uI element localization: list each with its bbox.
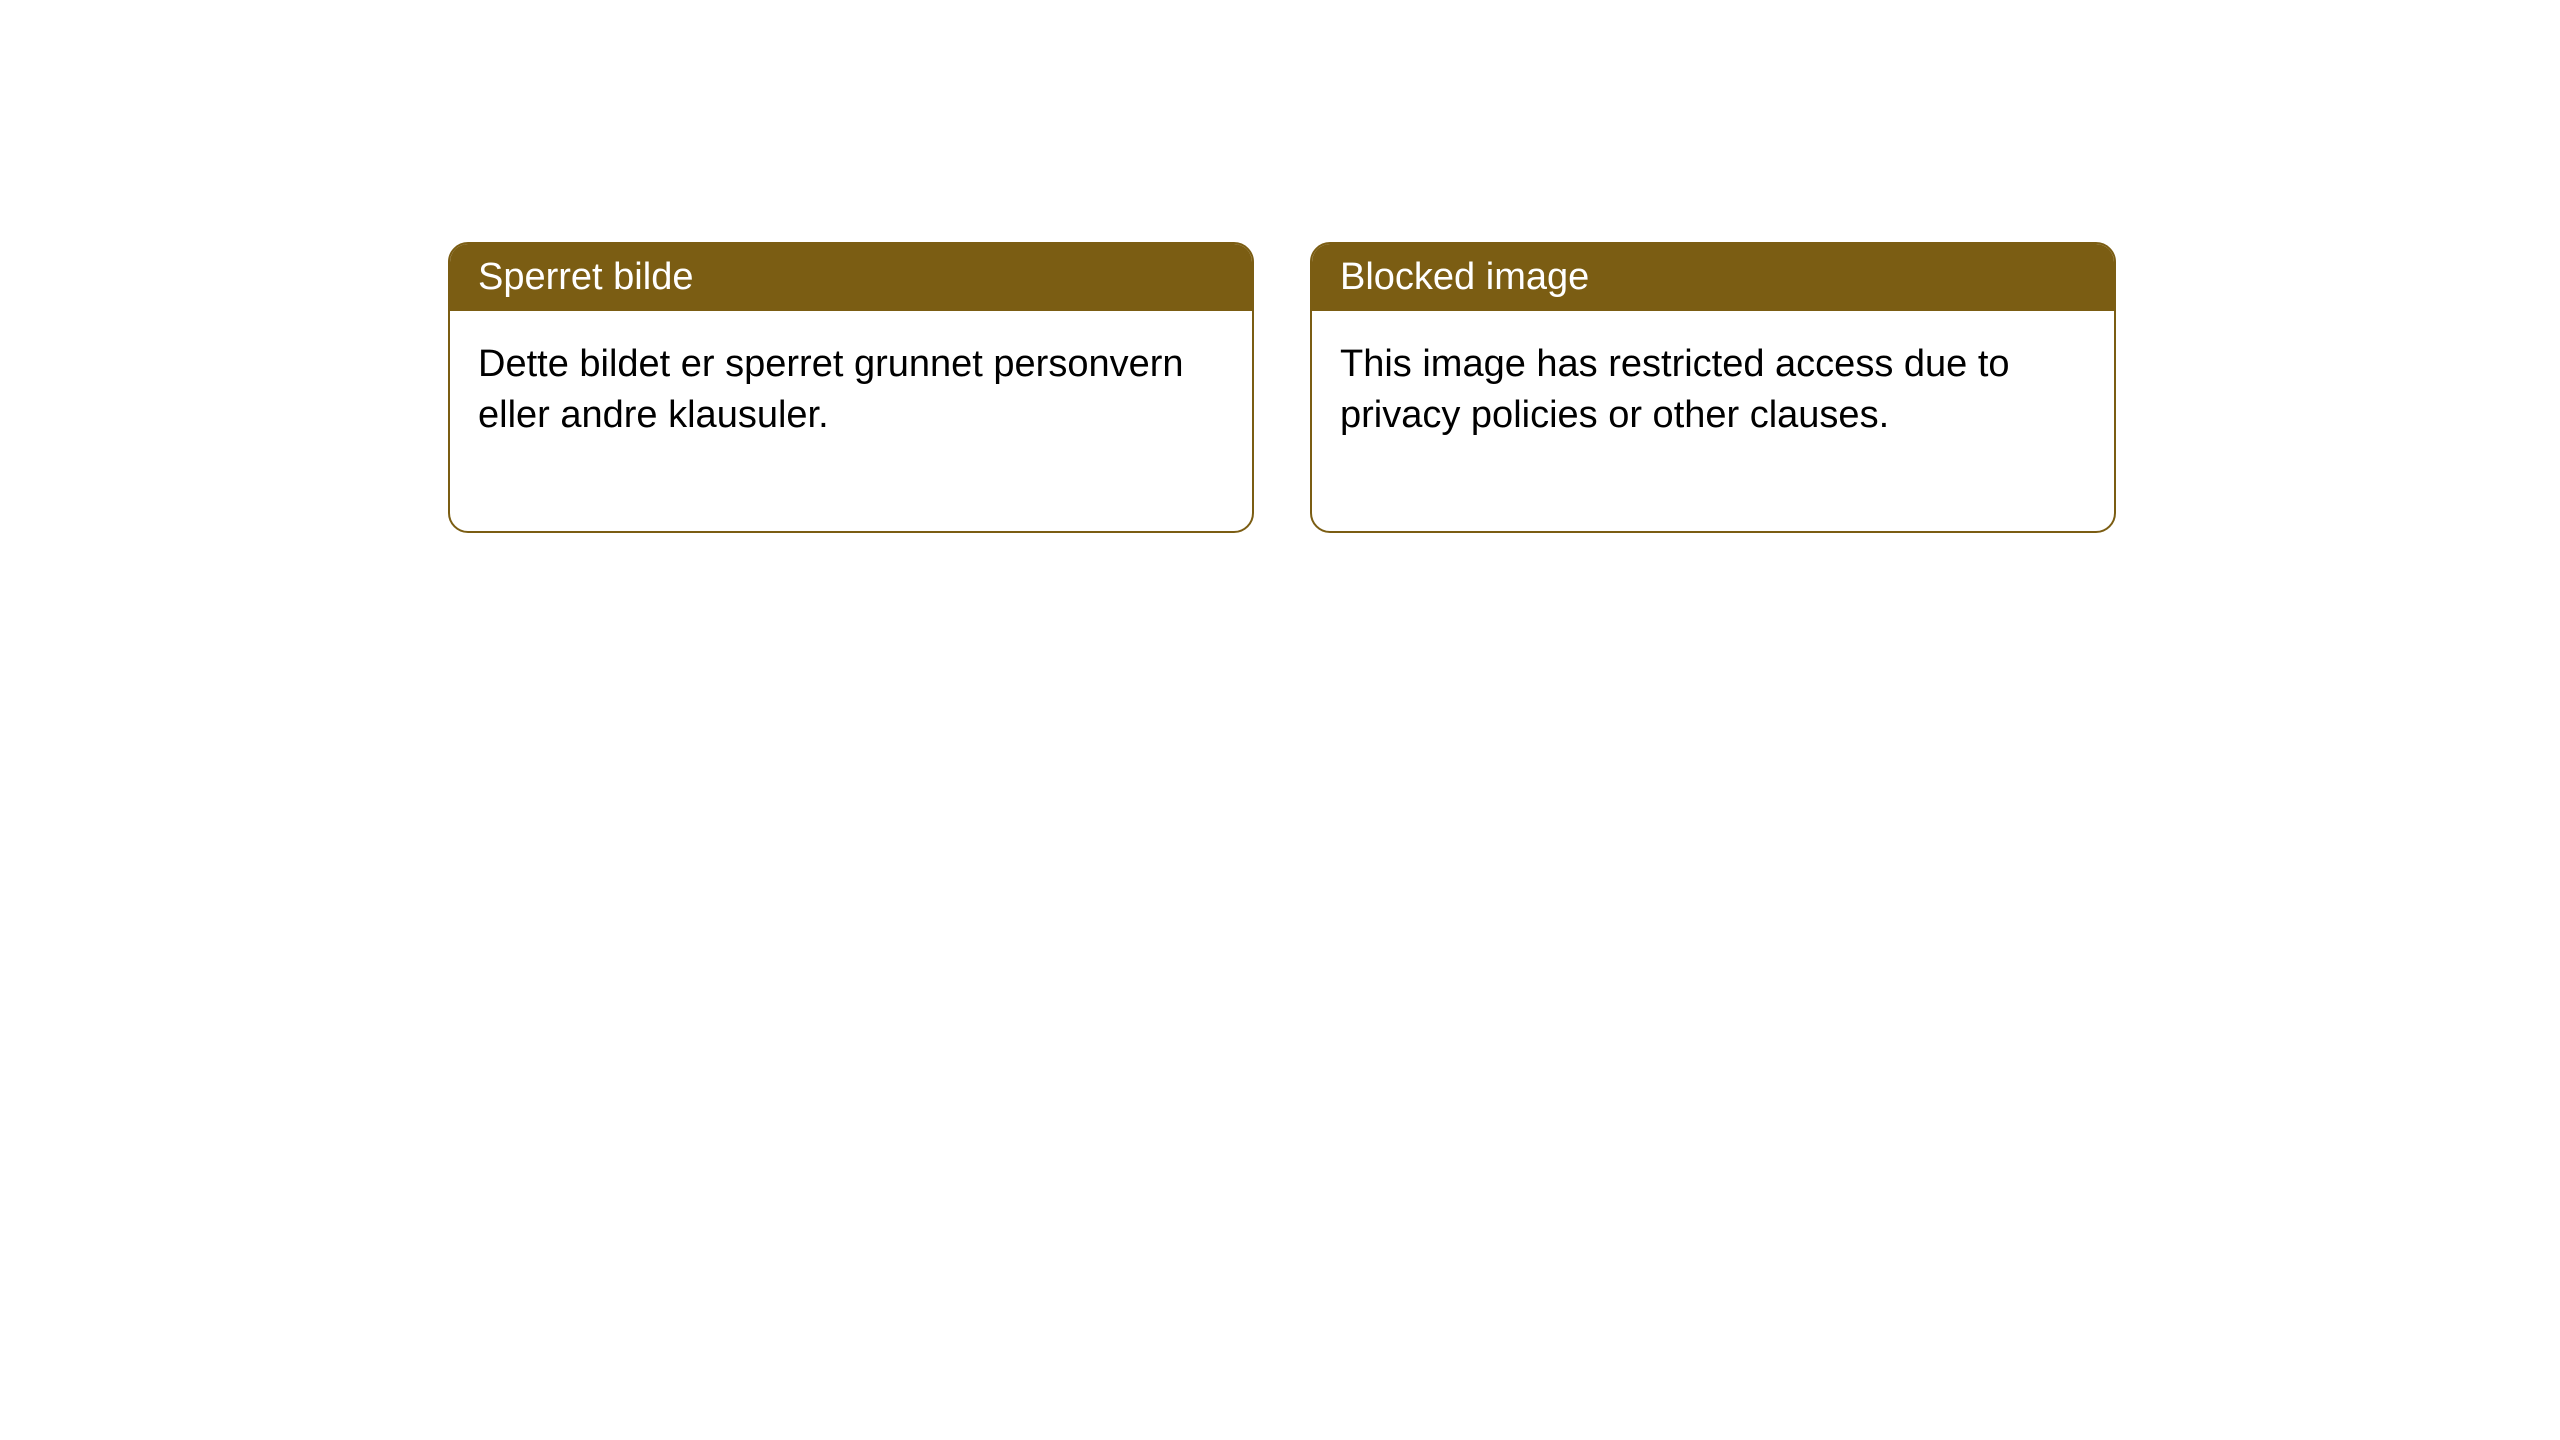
notice-body-text: Dette bildet er sperret grunnet personve… (478, 343, 1184, 436)
notice-title: Blocked image (1340, 256, 1589, 298)
notice-header: Sperret bilde (450, 244, 1252, 311)
notice-body: Dette bildet er sperret grunnet personve… (450, 311, 1252, 531)
notice-title: Sperret bilde (478, 256, 693, 298)
notice-body: This image has restricted access due to … (1312, 311, 2114, 531)
notice-container: Sperret bilde Dette bildet er sperret gr… (448, 242, 2116, 533)
notice-header: Blocked image (1312, 244, 2114, 311)
notice-card-english: Blocked image This image has restricted … (1310, 242, 2116, 533)
notice-card-norwegian: Sperret bilde Dette bildet er sperret gr… (448, 242, 1254, 533)
notice-body-text: This image has restricted access due to … (1340, 343, 2010, 436)
